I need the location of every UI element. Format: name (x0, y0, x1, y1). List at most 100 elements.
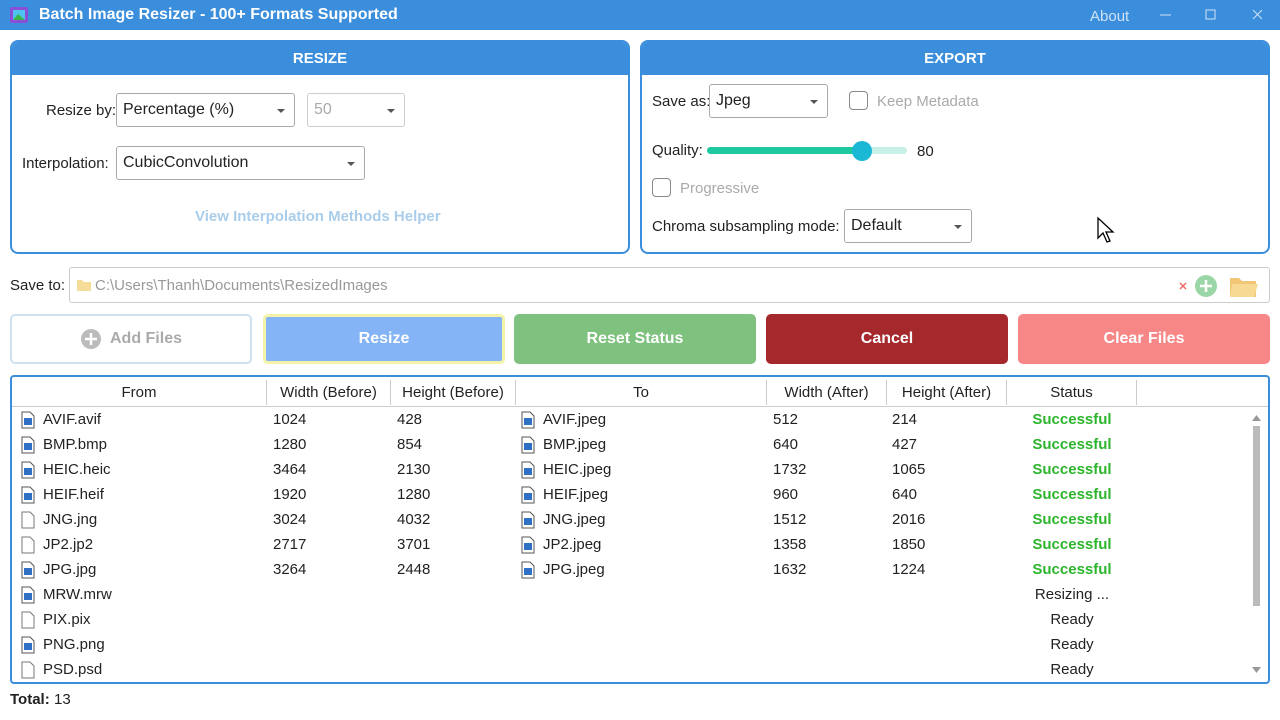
cancel-button[interactable]: Cancel (766, 314, 1008, 364)
status-cell: Successful (1032, 486, 1112, 503)
path-text: C:\Users\Thanh\Documents\ResizedImages (95, 277, 388, 294)
resize-by-dropdown[interactable]: Percentage (%) (116, 93, 295, 127)
status-cell: Successful (1032, 536, 1112, 553)
table-cell: JP2.jp2 (43, 536, 94, 553)
save-to-input[interactable]: C:\Users\Thanh\Documents\ResizedImages (69, 267, 1270, 303)
add-files-button[interactable]: Add Files (10, 314, 252, 364)
dropdown-value: Percentage (%) (123, 101, 235, 118)
image-file-icon (21, 436, 35, 454)
title-bar: Batch Image Resizer - 100+ Formats Suppo… (0, 0, 1280, 30)
status-cell: Resizing ... (1034, 586, 1110, 603)
save-as-dropdown[interactable]: Jpeg (709, 84, 828, 118)
file-icon (21, 661, 35, 679)
table-cell: AVIF.avif (43, 411, 102, 428)
window-controls (1160, 9, 1263, 20)
dropdown-value: CubicConvolution (123, 154, 249, 171)
image-file-icon (21, 411, 35, 429)
dropdown-value: Default (851, 217, 902, 234)
table-cell: JNG.jpeg (543, 511, 606, 528)
slider-fill (707, 147, 862, 154)
table-cell: 1850 (892, 536, 926, 553)
table-cell: 4032 (397, 511, 431, 528)
table-cell: 1920 (273, 486, 307, 503)
quality-slider[interactable] (705, 140, 910, 162)
maximize-button[interactable] (1205, 9, 1216, 20)
resize-panel: RESIZE (10, 40, 630, 254)
table-cell: 1280 (397, 486, 431, 503)
progressive-checkbox[interactable] (652, 178, 671, 197)
image-file-icon (521, 436, 535, 454)
table-cell: 2130 (397, 461, 431, 478)
interpolation-dropdown[interactable]: CubicConvolution (116, 146, 365, 180)
total-value: 13 (54, 691, 71, 708)
file-icon (21, 611, 35, 629)
table-cell: JNG.jng (43, 511, 98, 528)
image-file-icon (21, 636, 35, 654)
status-cell: Successful (1032, 511, 1112, 528)
slider-thumb[interactable] (852, 141, 872, 161)
image-file-icon (21, 486, 35, 504)
button-label: Resize (358, 330, 410, 347)
image-file-icon (21, 586, 35, 604)
scrollbar[interactable] (1252, 413, 1261, 679)
button-label: Clear Files (1103, 330, 1185, 347)
label: Quality: (652, 142, 703, 159)
scrollbar-graphic (1252, 415, 1261, 673)
table-cell: PIX.pix (43, 611, 91, 628)
table-cell: 3024 (273, 511, 307, 528)
total-label: Total: (10, 691, 50, 708)
image-file-icon (521, 511, 535, 529)
column-header[interactable]: To (516, 380, 767, 405)
window-title: Batch Image Resizer - 100+ Formats Suppo… (39, 6, 398, 23)
column-header[interactable]: Status (1007, 380, 1137, 405)
column-header[interactable]: From (12, 380, 267, 405)
amount-input[interactable]: 50 (307, 93, 405, 127)
column-header[interactable]: Height (After) (887, 380, 1007, 405)
table-cell: 1512 (773, 511, 807, 528)
table-cell: 427 (892, 436, 918, 453)
export-panel: EXPORT (640, 40, 1270, 254)
keep-metadata-checkbox[interactable] (849, 91, 868, 110)
clear-files-button[interactable]: Clear Files (1018, 314, 1270, 364)
table-cell: JP2.jpeg (543, 536, 602, 553)
table-cell: 2016 (892, 511, 926, 528)
table-cell: 1065 (892, 461, 926, 478)
button-label: Add Files (109, 330, 182, 347)
folder-icon (77, 280, 91, 291)
table-cell: 960 (773, 486, 799, 503)
status-cell: Successful (1032, 461, 1112, 478)
reset-status-button[interactable]: Reset Status (514, 314, 756, 364)
table-cell: 2448 (397, 561, 431, 578)
table-cell: 640 (773, 436, 799, 453)
table-cell: 1024 (273, 411, 307, 428)
table-cell: PNG.png (43, 636, 105, 653)
column-header[interactable]: Height (Before) (391, 380, 516, 405)
table-cell: HEIC.heic (43, 461, 111, 478)
column-header[interactable]: Width (Before) (267, 380, 391, 405)
image-file-icon (521, 486, 535, 504)
table-cell: 640 (892, 486, 918, 503)
column-header[interactable]: Width (After) (767, 380, 887, 405)
label: Interpolation: (22, 155, 109, 172)
image-file-icon (21, 561, 35, 579)
status-cell: Successful (1032, 561, 1112, 578)
table-cell: 1732 (773, 461, 807, 478)
add-icon (80, 329, 101, 349)
label: Save as: (652, 93, 711, 110)
resize-button[interactable]: Resize (263, 314, 505, 364)
button-label: Reset Status (586, 330, 684, 347)
table-cell: 3464 (273, 461, 307, 478)
close-button[interactable] (1252, 9, 1263, 20)
table-cell: JPG.jpg (43, 561, 97, 578)
quality-value: 80 (917, 143, 934, 160)
helper-link[interactable]: View Interpolation Methods Helper (195, 208, 441, 225)
clear-path-button[interactable] (1179, 282, 1187, 290)
about-link[interactable]: About (1090, 8, 1130, 25)
chroma-dropdown[interactable]: Default (844, 209, 972, 243)
input-value: 50 (314, 101, 332, 118)
header-divider (12, 406, 1268, 407)
checkbox-label: Keep Metadata (877, 93, 979, 110)
button-label: Cancel (860, 330, 914, 347)
dropdown-value: Jpeg (716, 92, 751, 109)
